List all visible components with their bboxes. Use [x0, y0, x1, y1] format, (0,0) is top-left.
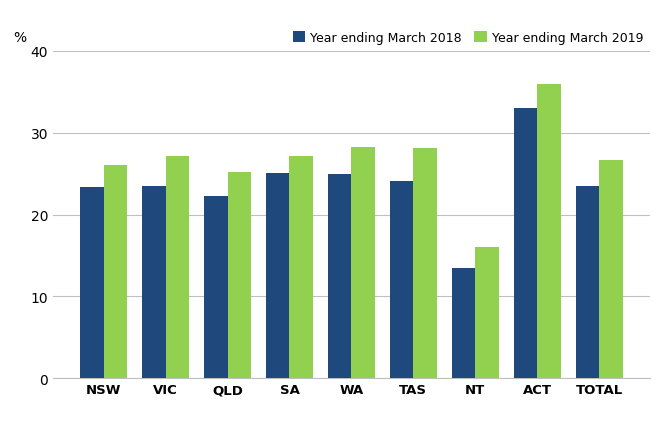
- Bar: [204, 197, 227, 378]
- Bar: [599, 161, 623, 378]
- Bar: [266, 173, 290, 378]
- Bar: [227, 172, 251, 378]
- Bar: [390, 181, 413, 378]
- Bar: [328, 175, 351, 378]
- Bar: [537, 85, 561, 378]
- Bar: [142, 187, 166, 378]
- Bar: [413, 149, 437, 378]
- Bar: [351, 147, 375, 378]
- Bar: [166, 156, 189, 378]
- Bar: [514, 109, 537, 378]
- Y-axis label: %: %: [14, 31, 27, 45]
- Legend: Year ending March 2018, Year ending March 2019: Year ending March 2018, Year ending Marc…: [293, 32, 644, 45]
- Bar: [80, 188, 103, 378]
- Bar: [290, 157, 313, 378]
- Bar: [452, 268, 475, 378]
- Bar: [475, 248, 499, 378]
- Bar: [103, 166, 127, 378]
- Bar: [575, 187, 599, 378]
